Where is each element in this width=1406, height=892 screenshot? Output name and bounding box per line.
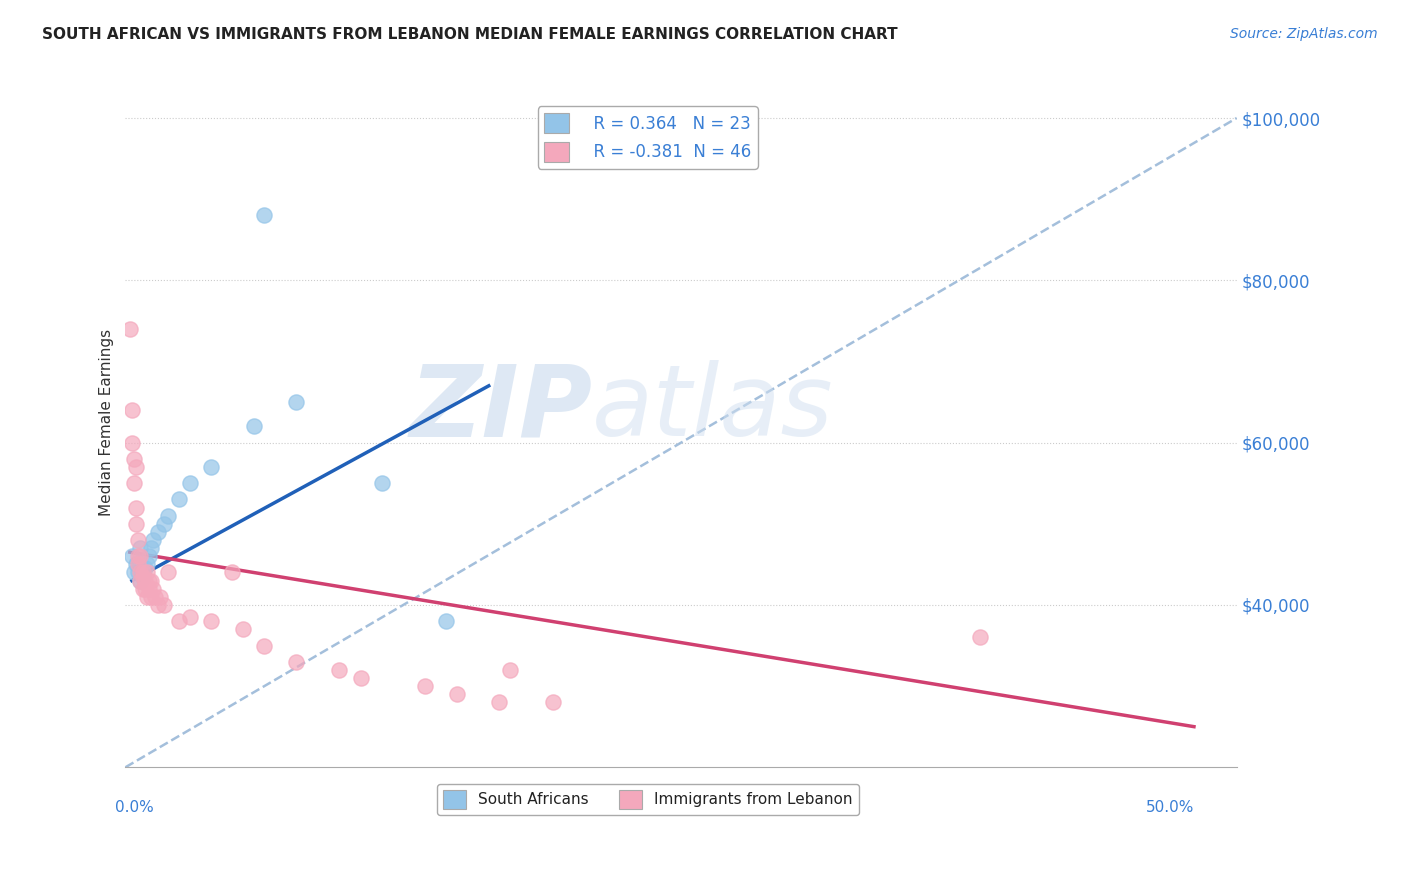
Point (541, 695, 564, 709)
Point (200, 460, 222, 475)
Point (446, 687, 468, 701)
Point (125, 558, 148, 572)
Point (142, 582, 165, 596)
Point (253, 639, 276, 653)
Text: Source: ZipAtlas.com: Source: ZipAtlas.com (1230, 27, 1378, 41)
Text: atlas: atlas (592, 360, 834, 457)
Point (371, 476, 394, 491)
Point (488, 695, 510, 709)
Point (167, 614, 190, 628)
Point (129, 541, 152, 555)
Point (499, 663, 522, 677)
Point (134, 582, 156, 596)
Point (149, 590, 172, 604)
Y-axis label: Median Female Earnings: Median Female Earnings (100, 329, 114, 516)
Point (221, 566, 243, 580)
Point (129, 566, 152, 580)
Point (285, 655, 308, 669)
Point (157, 508, 180, 523)
Point (157, 566, 180, 580)
Point (121, 403, 143, 417)
Point (122, 451, 145, 466)
Point (131, 569, 153, 583)
Point (200, 614, 222, 628)
Point (146, 598, 169, 612)
Point (413, 679, 436, 693)
Point (129, 574, 152, 588)
Point (232, 622, 254, 636)
Point (969, 631, 991, 645)
Text: 50.0%: 50.0% (1146, 800, 1194, 814)
Point (138, 582, 160, 596)
Point (118, 322, 141, 336)
Point (146, 524, 169, 539)
Point (138, 574, 160, 588)
Point (127, 533, 149, 547)
Text: 0.0%: 0.0% (115, 800, 153, 814)
Point (127, 558, 149, 572)
Point (328, 663, 350, 677)
Point (121, 435, 143, 450)
Point (131, 569, 153, 583)
Point (139, 574, 162, 588)
Point (179, 476, 201, 491)
Point (129, 574, 152, 588)
Point (167, 492, 190, 507)
Point (145, 590, 167, 604)
Point (349, 671, 371, 685)
Point (135, 590, 157, 604)
Point (139, 541, 162, 555)
Text: ZIP: ZIP (409, 360, 592, 457)
Point (179, 610, 201, 624)
Point (127, 549, 149, 564)
Point (121, 549, 143, 564)
Point (125, 460, 148, 475)
Point (131, 566, 153, 580)
Point (134, 574, 156, 588)
Point (122, 476, 145, 491)
Point (125, 500, 148, 515)
Point (129, 549, 152, 564)
Point (285, 395, 308, 409)
Text: SOUTH AFRICAN VS IMMIGRANTS FROM LEBANON MEDIAN FEMALE EARNINGS CORRELATION CHAR: SOUTH AFRICAN VS IMMIGRANTS FROM LEBANON… (42, 27, 898, 42)
Point (242, 419, 264, 434)
Point (139, 590, 162, 604)
Legend: South Africans, Immigrants from Lebanon: South Africans, Immigrants from Lebanon (437, 784, 859, 814)
Point (153, 598, 176, 612)
Point (142, 533, 165, 547)
Point (125, 516, 148, 531)
Point (127, 566, 149, 580)
Point (134, 561, 156, 575)
Point (434, 614, 457, 628)
Point (135, 566, 157, 580)
Point (135, 558, 157, 572)
Point (153, 516, 176, 531)
Point (138, 549, 160, 564)
Point (253, 208, 276, 222)
Point (122, 566, 145, 580)
Point (131, 582, 153, 596)
